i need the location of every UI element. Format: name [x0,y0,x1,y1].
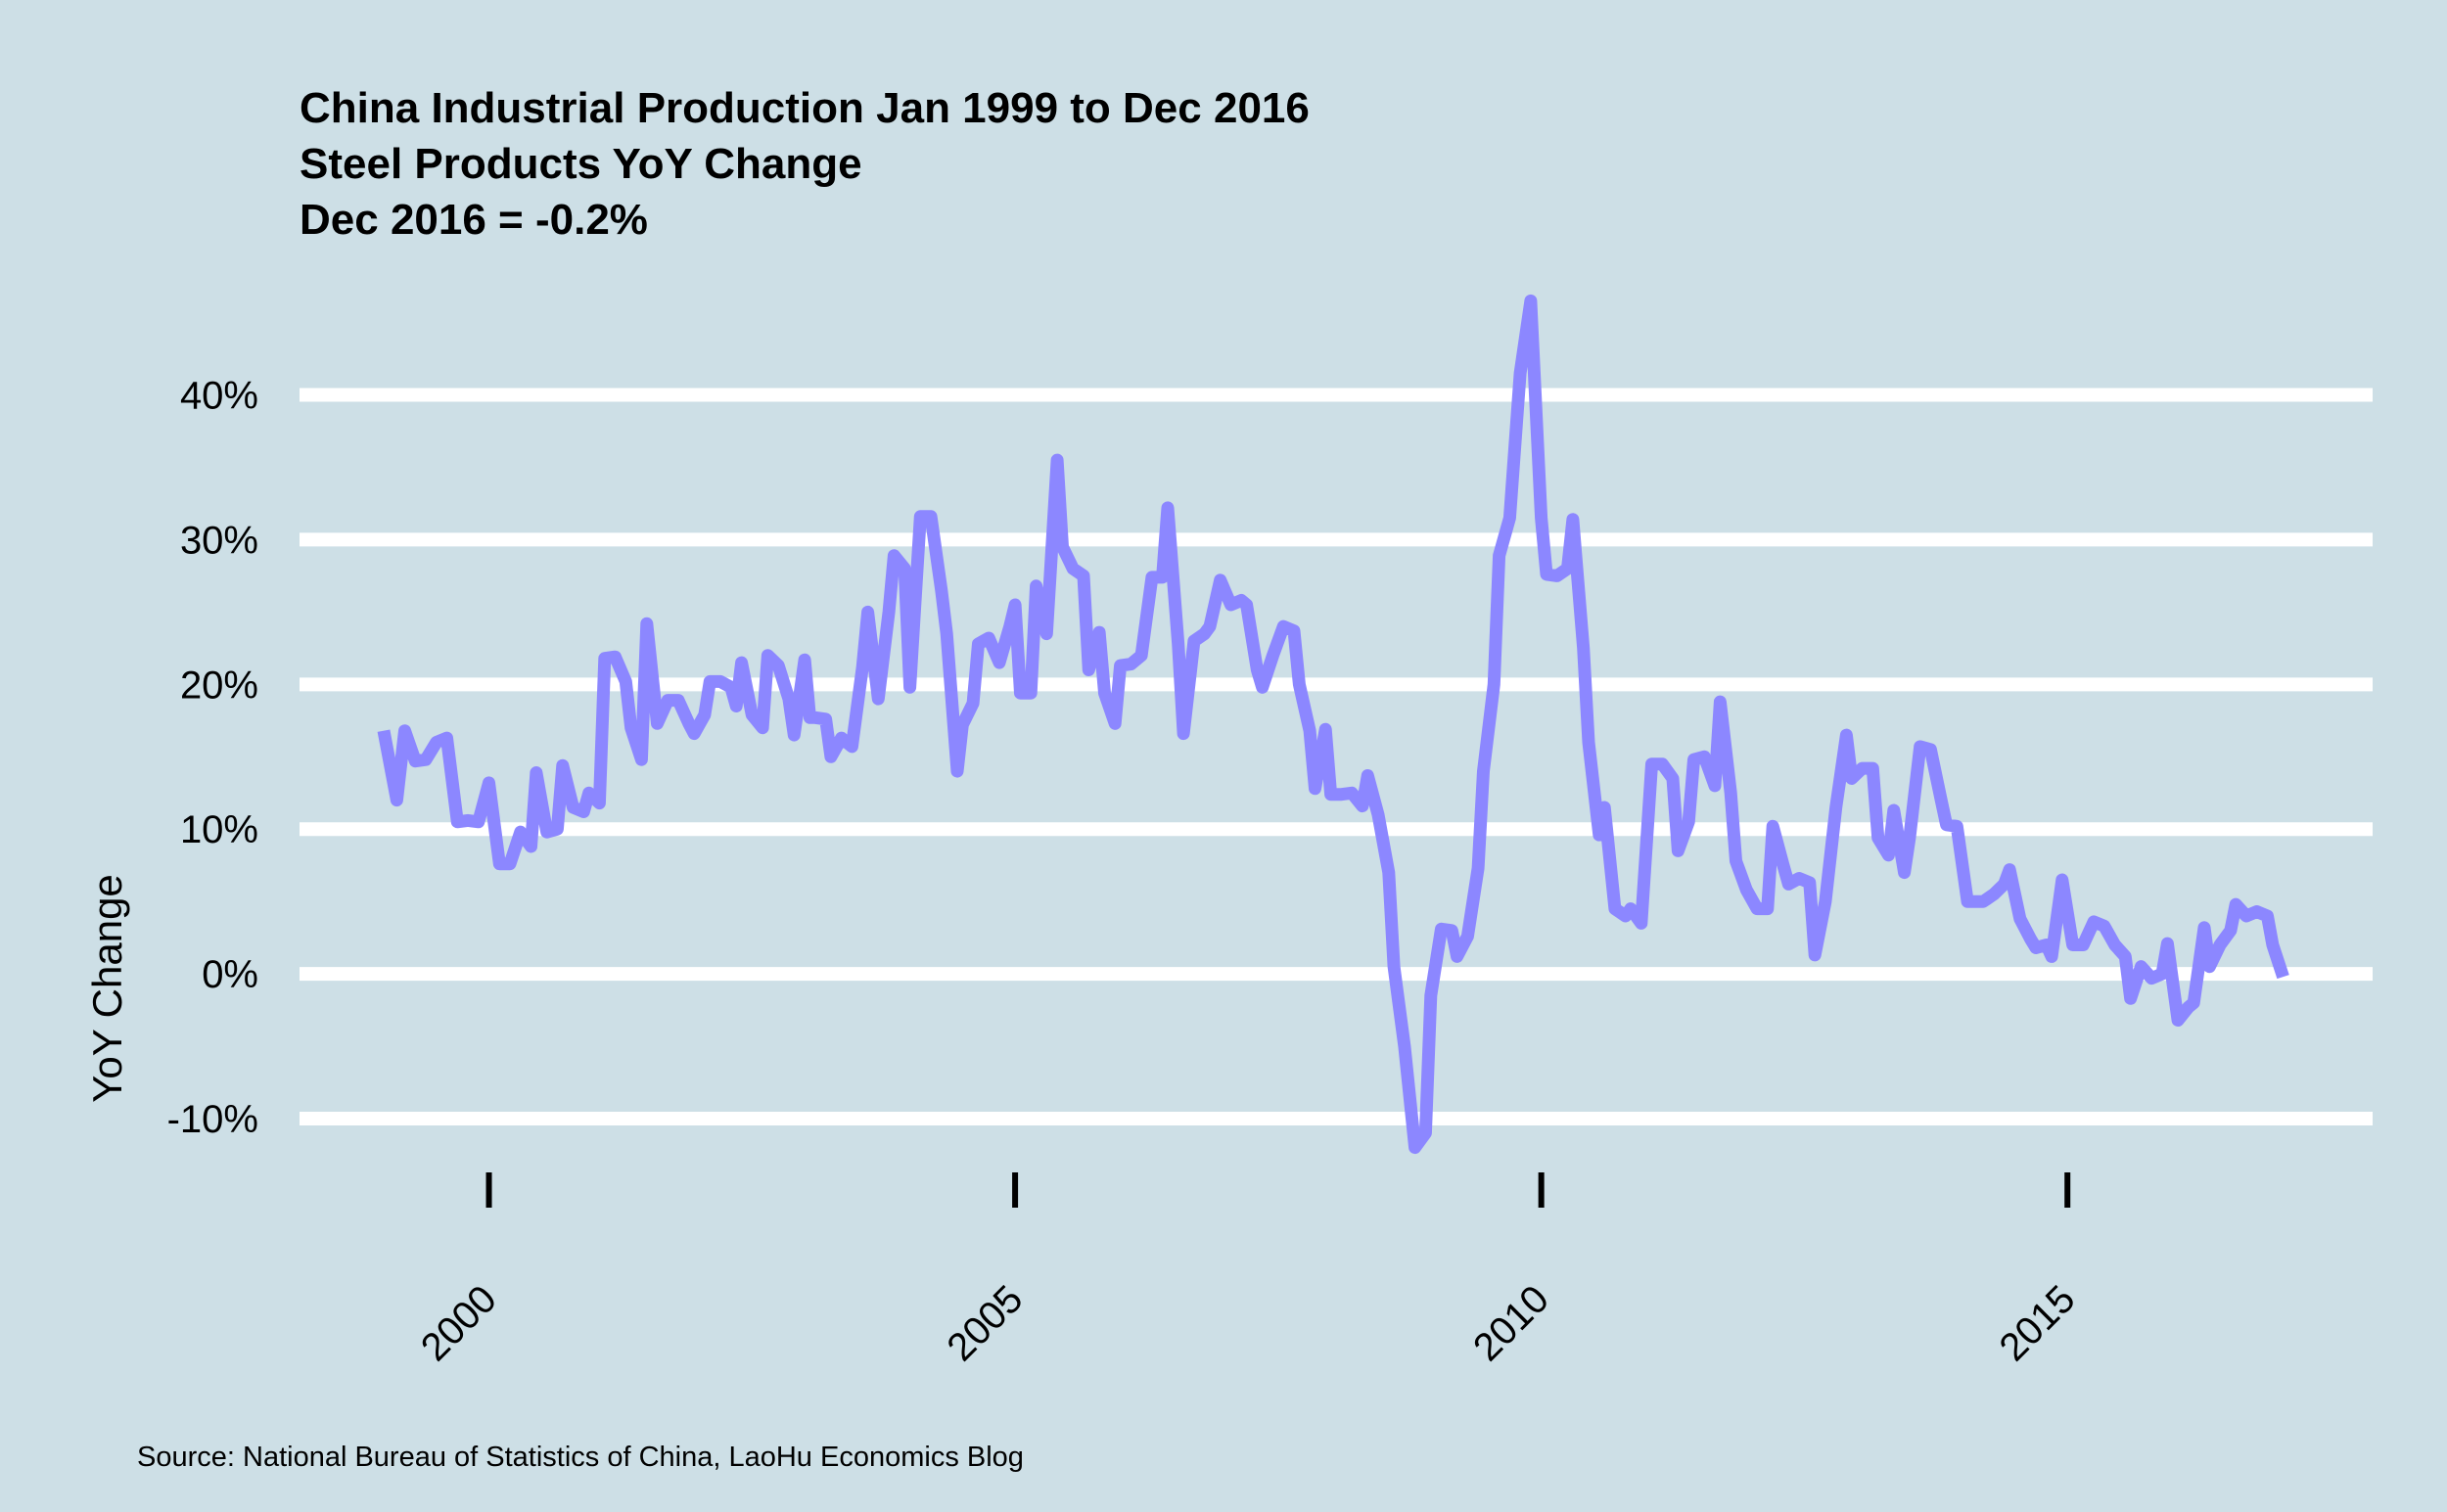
chart-latest-value: Dec 2016 = -0.2% [300,196,648,244]
y-tick-label: 10% [180,808,258,851]
series-group [377,294,2289,1155]
x-tick-label: 2005 [939,1277,1031,1369]
series-line [377,294,2289,1155]
y-axis-tick-labels: -10% 0% 10% 20% 30% 40% [167,375,258,1141]
y-tick-label: 30% [180,519,258,562]
y-tick-label: 0% [202,953,258,996]
grid-lines [300,388,2373,1126]
source-caption: Source: National Bureau of Statistics of… [137,1442,1024,1473]
chart-subtitle: Steel Products YoY Change [300,140,862,188]
x-tick-label: 2015 [1992,1277,2084,1369]
x-tick-label: 2000 [413,1277,505,1369]
y-axis-title: YoY Change [84,874,130,1103]
title-block: China Industrial Production Jan 1999 to … [300,80,1310,248]
y-tick-label: 40% [180,375,258,418]
x-tick-label: 2010 [1465,1277,1557,1369]
x-axis-tick-labels: 2000 2005 2010 2015 [413,1277,2084,1369]
y-tick-label: -10% [167,1098,258,1141]
y-tick-label: 20% [180,664,258,707]
chart-title: China Industrial Production Jan 1999 to … [300,84,1310,132]
x-axis-ticks [485,1172,2071,1208]
